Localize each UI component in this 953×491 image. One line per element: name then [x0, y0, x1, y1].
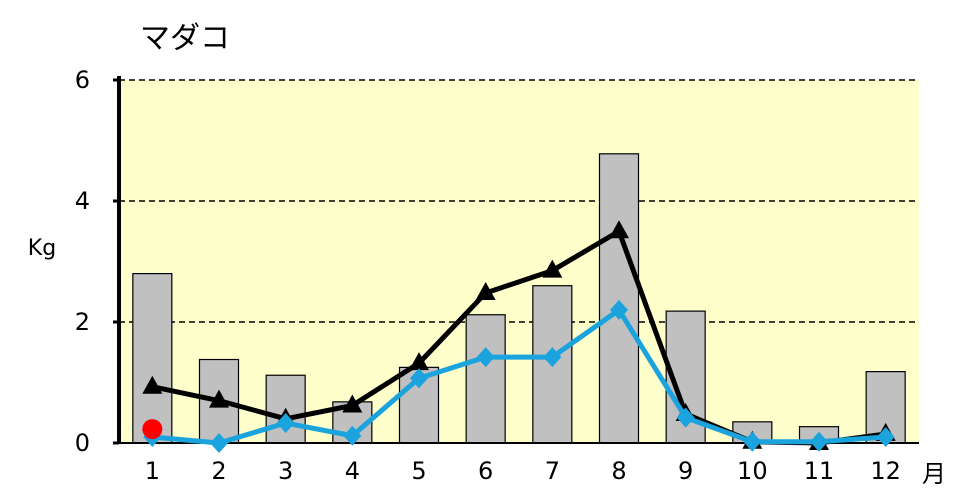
series-line	[152, 307, 886, 446]
diamond-marker	[410, 368, 428, 389]
triangle-marker	[409, 352, 429, 371]
diamond-marker	[876, 426, 895, 447]
x-axis-label: 月	[922, 460, 946, 488]
x-tick-label: 7	[545, 457, 560, 485]
triangle-marker	[542, 259, 563, 278]
y-axis-label: Kg	[28, 236, 56, 261]
plot-area	[119, 80, 919, 443]
x-tick-label: 12	[870, 457, 901, 485]
y-tick-label: 0	[75, 429, 90, 457]
x-tick-label: 4	[345, 457, 360, 485]
bar	[465, 314, 506, 444]
diamond-marker	[276, 413, 295, 434]
bar	[132, 273, 173, 444]
circle-marker	[142, 419, 163, 440]
bar	[598, 153, 640, 444]
bar-series	[132, 153, 906, 444]
x-tick-label: 5	[411, 457, 426, 485]
diamond-marker	[610, 299, 628, 320]
triangle-marker	[342, 394, 363, 413]
diamond-marker	[543, 347, 562, 368]
diamond-marker	[743, 431, 762, 452]
y-tick-label: 2	[75, 308, 90, 336]
y-tick-label: 6	[75, 66, 90, 94]
x-tick-label: 3	[278, 457, 293, 485]
x-tick-label: 8	[611, 457, 626, 485]
x-tick-label: 2	[211, 457, 226, 485]
diamond-marker	[676, 407, 695, 428]
line-series	[142, 220, 896, 453]
diamond-marker	[476, 347, 495, 368]
diamond-marker	[810, 431, 828, 452]
grid-lines	[119, 79, 919, 323]
x-tick-label: 11	[804, 457, 835, 485]
diamond-marker	[343, 425, 362, 446]
triangle-marker	[475, 281, 496, 300]
x-tick-label: 9	[678, 457, 693, 485]
triangle-marker	[609, 220, 629, 239]
x-tick-label: 6	[478, 457, 493, 485]
x-tick-label: 10	[737, 457, 768, 485]
x-tick-label: 1	[145, 457, 160, 485]
triangle-marker	[142, 375, 163, 394]
chart-title: マダコ	[140, 21, 230, 56]
triangle-marker	[209, 389, 229, 408]
diamond-marker	[210, 433, 228, 453]
y-tick-label: 4	[75, 187, 90, 215]
